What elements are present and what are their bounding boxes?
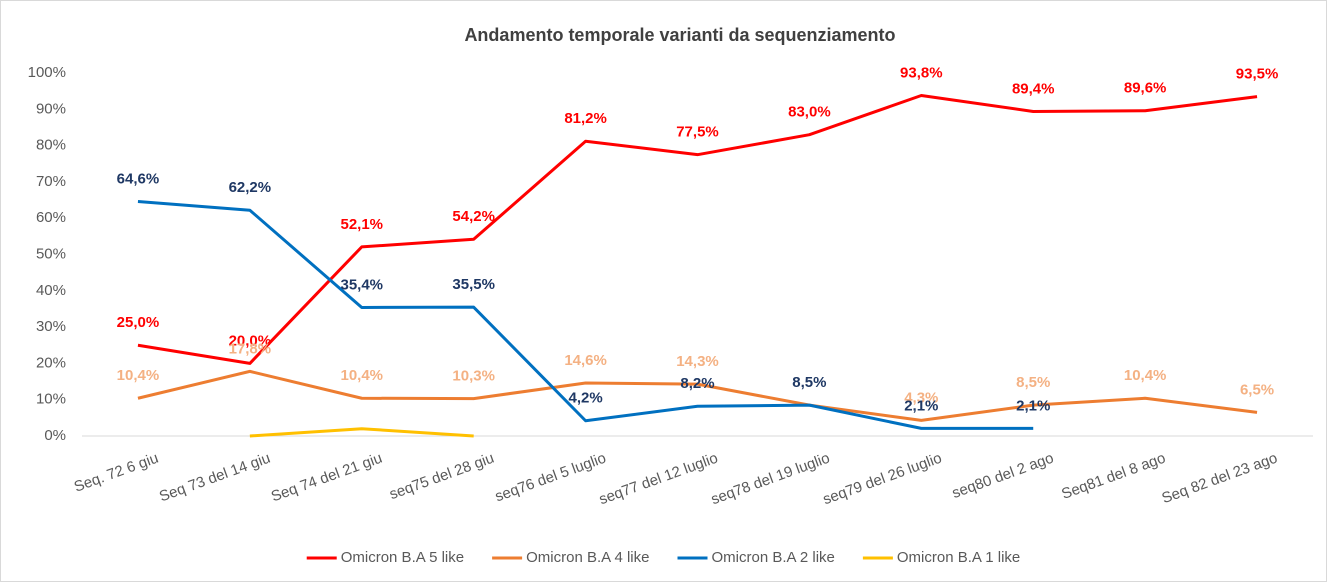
data-label: 10,4% xyxy=(1124,367,1167,384)
y-tick-label: 70% xyxy=(36,173,66,190)
data-label: 14,3% xyxy=(676,353,719,370)
data-label: 81,2% xyxy=(564,110,607,127)
legend-label: Omicron B.A 5 like xyxy=(341,549,464,566)
y-tick-label: 100% xyxy=(28,64,66,81)
legend-label: Omicron B.A 1 like xyxy=(897,549,1020,566)
chart-title: Andamento temporale varianti da sequenzi… xyxy=(464,25,895,45)
y-tick-label: 80% xyxy=(36,137,66,154)
legend-label: Omicron B.A 4 like xyxy=(526,549,649,566)
data-label: 10,4% xyxy=(117,367,160,384)
data-label: 8,2% xyxy=(680,375,714,392)
series-line xyxy=(137,94,1258,365)
data-label: 10,4% xyxy=(340,367,383,384)
data-label: 54,2% xyxy=(452,208,495,225)
y-tick-label: 30% xyxy=(36,318,66,335)
data-label: 89,4% xyxy=(1012,80,1055,97)
data-label: 14,6% xyxy=(564,352,607,369)
data-label: 8,5% xyxy=(792,374,826,391)
data-label: 77,5% xyxy=(676,124,719,141)
data-label: 89,6% xyxy=(1124,80,1167,97)
y-tick-label: 50% xyxy=(36,245,66,262)
series-line xyxy=(249,427,474,438)
data-label: 93,8% xyxy=(900,64,943,81)
y-tick-label: 10% xyxy=(36,391,66,408)
data-label: 8,5% xyxy=(1016,374,1050,391)
legend-label: Omicron B.A 2 like xyxy=(712,549,835,566)
y-tick-label: 20% xyxy=(36,354,66,371)
data-label: 93,5% xyxy=(1236,66,1279,83)
data-label: 4,3% xyxy=(904,389,938,406)
data-label: 25,0% xyxy=(117,314,160,331)
data-label: 83,0% xyxy=(788,104,831,121)
y-tick-label: 90% xyxy=(36,100,66,117)
data-label: 35,4% xyxy=(340,276,383,293)
data-label: 2,1% xyxy=(904,397,938,414)
data-label: 52,1% xyxy=(340,216,383,233)
y-tick-label: 60% xyxy=(36,209,66,226)
data-label: 4,2% xyxy=(568,390,602,407)
data-label: 35,5% xyxy=(452,276,495,293)
data-label: 10,3% xyxy=(452,368,495,385)
data-label: 2,1% xyxy=(1016,397,1050,414)
series-line xyxy=(137,200,1034,430)
data-label: 62,2% xyxy=(229,179,272,196)
y-tick-label: 0% xyxy=(44,427,66,444)
data-label: 17,8% xyxy=(229,340,272,357)
data-label: 6,5% xyxy=(1240,381,1274,398)
data-label: 64,6% xyxy=(117,170,160,187)
y-tick-label: 40% xyxy=(36,282,66,299)
data-label: 20,0% xyxy=(229,332,272,349)
series-line xyxy=(137,369,1258,422)
